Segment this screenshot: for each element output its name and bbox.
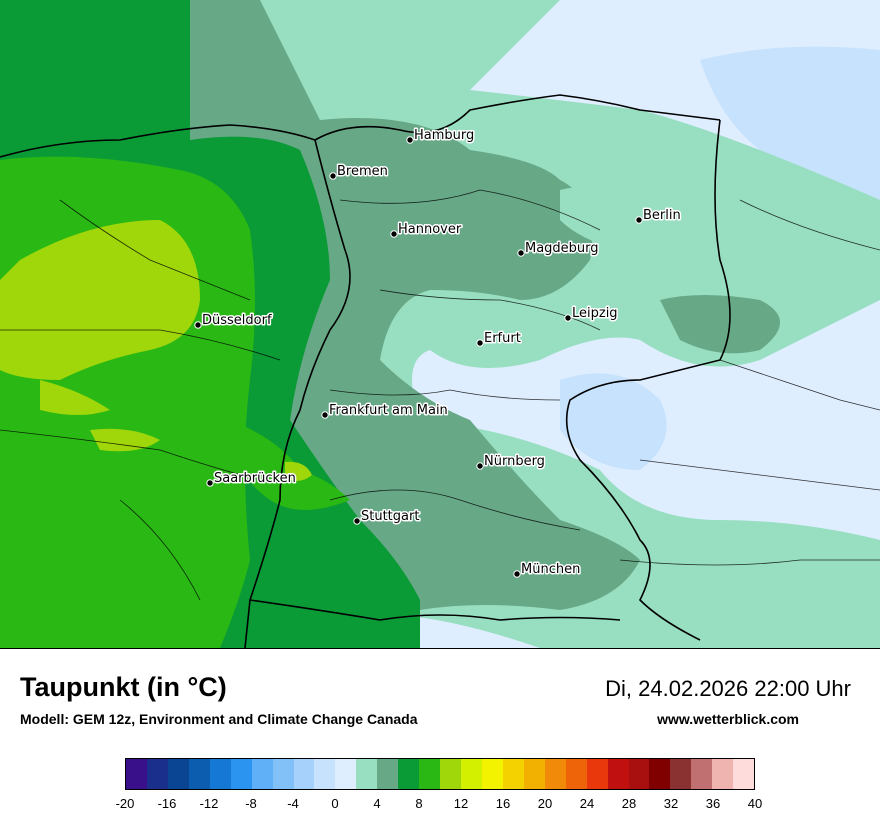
city-label: Berlin bbox=[643, 208, 681, 223]
city-label: Frankfurt am Main bbox=[329, 403, 448, 418]
legend-color-cell bbox=[544, 759, 566, 789]
weather-map: Hamburg Bremen Berlin Hannover Magdeburg Düss… bbox=[0, 0, 880, 649]
legend-color-cell bbox=[377, 759, 399, 789]
city-marker-dot bbox=[513, 570, 521, 578]
legend-color-cell bbox=[607, 759, 629, 789]
city-marker-dot bbox=[564, 314, 572, 322]
legend-color-cell bbox=[146, 759, 168, 789]
city-label: Magdeburg bbox=[525, 241, 599, 256]
legend-color-cell bbox=[209, 759, 231, 789]
legend-color-cell bbox=[251, 759, 273, 789]
city-marker-dot bbox=[476, 339, 484, 347]
legend-color-cell bbox=[670, 759, 692, 789]
legend-tick-label: 4 bbox=[373, 796, 381, 811]
legend-color-cell bbox=[712, 759, 734, 789]
map-title: Taupunkt (in °C) bbox=[20, 672, 227, 702]
city-label: Düsseldorf bbox=[202, 313, 272, 328]
legend-tick-label: 28 bbox=[621, 796, 637, 811]
city-label: Bremen bbox=[337, 164, 388, 179]
city-label: München bbox=[521, 562, 580, 577]
city-label: Nürnberg bbox=[484, 454, 545, 469]
city-label: Hamburg bbox=[414, 128, 474, 143]
forecast-datetime: Di, 24.02.2026 22:00 Uhr bbox=[605, 676, 851, 701]
legend-color-cell bbox=[691, 759, 713, 789]
legend-color-cell bbox=[628, 759, 650, 789]
legend-tick-label: 0 bbox=[331, 796, 339, 811]
legend-color-cell bbox=[523, 759, 545, 789]
legend-tick-label: 24 bbox=[579, 796, 595, 811]
legend-color-cell bbox=[335, 759, 357, 789]
legend-color-cell bbox=[586, 759, 608, 789]
city-label: Erfurt bbox=[484, 331, 521, 346]
city-marker-dot bbox=[476, 462, 484, 470]
model-info: Modell: GEM 12z, Environment and Climate… bbox=[20, 711, 418, 727]
legend-tick-label: -16 bbox=[157, 796, 177, 811]
dewpoint-map-graphic: Hamburg Bremen Berlin Hannover Magdeburg Düss… bbox=[0, 0, 880, 648]
city-label: Leipzig bbox=[572, 306, 618, 321]
legend-color-cell bbox=[126, 759, 147, 789]
legend-color-cell bbox=[167, 759, 189, 789]
legend-color-cell bbox=[314, 759, 336, 789]
legend-color-cell bbox=[440, 759, 461, 789]
legend-tick-label: 36 bbox=[705, 796, 721, 811]
legend-color-cell bbox=[398, 759, 420, 789]
legend-tick-label: -4 bbox=[287, 796, 299, 811]
legend-color-cell bbox=[188, 759, 210, 789]
legend-color-cell bbox=[230, 759, 252, 789]
legend-tick-label: -20 bbox=[115, 796, 135, 811]
legend-color-cell bbox=[481, 759, 503, 789]
legend-tick-label: 20 bbox=[537, 796, 553, 811]
legend-tick-label: -8 bbox=[245, 796, 257, 811]
city-label: Stuttgart bbox=[361, 509, 419, 524]
city-marker-dot bbox=[321, 411, 329, 419]
legend-color-cell bbox=[565, 759, 587, 789]
city-label: Saarbrücken bbox=[214, 471, 296, 486]
legend-color-cell bbox=[419, 759, 441, 789]
legend-color-cell bbox=[356, 759, 378, 789]
legend-tick-label: 12 bbox=[453, 796, 469, 811]
legend-color-cell bbox=[272, 759, 294, 789]
city-marker-dot bbox=[406, 136, 414, 144]
legend-color-cell bbox=[649, 759, 671, 789]
legend-tick-label: -12 bbox=[199, 796, 219, 811]
city-marker-dot bbox=[353, 517, 361, 525]
city-marker-dot bbox=[517, 249, 525, 257]
legend-color-cell bbox=[461, 759, 482, 789]
city-marker-dot bbox=[194, 321, 202, 329]
legend-tick-label: 40 bbox=[747, 796, 763, 811]
legend-tick-labels: -20 -16 -12 -8 -4 0 4 8 12 16 20 24 28 32 36 40 bbox=[116, 796, 763, 812]
legend-color-cell bbox=[733, 759, 755, 789]
website-label: www.wetterblick.com bbox=[657, 711, 799, 727]
legend-colorbar bbox=[125, 758, 755, 790]
city-label: Hannover bbox=[398, 222, 462, 237]
legend-tick-label: 16 bbox=[495, 796, 511, 811]
city-markers: Hamburg Bremen Berlin Hannover Magdeburg Düss… bbox=[194, 127, 682, 579]
legend-color-cell bbox=[293, 759, 315, 789]
legend-tick-label: 8 bbox=[415, 796, 423, 811]
legend-tick-label: 32 bbox=[663, 796, 679, 811]
legend-color-cell bbox=[502, 759, 524, 789]
city-marker-dot bbox=[390, 230, 398, 238]
city-marker-dot bbox=[329, 172, 337, 180]
city-marker-dot bbox=[635, 216, 643, 224]
city-marker-dot bbox=[206, 479, 214, 487]
